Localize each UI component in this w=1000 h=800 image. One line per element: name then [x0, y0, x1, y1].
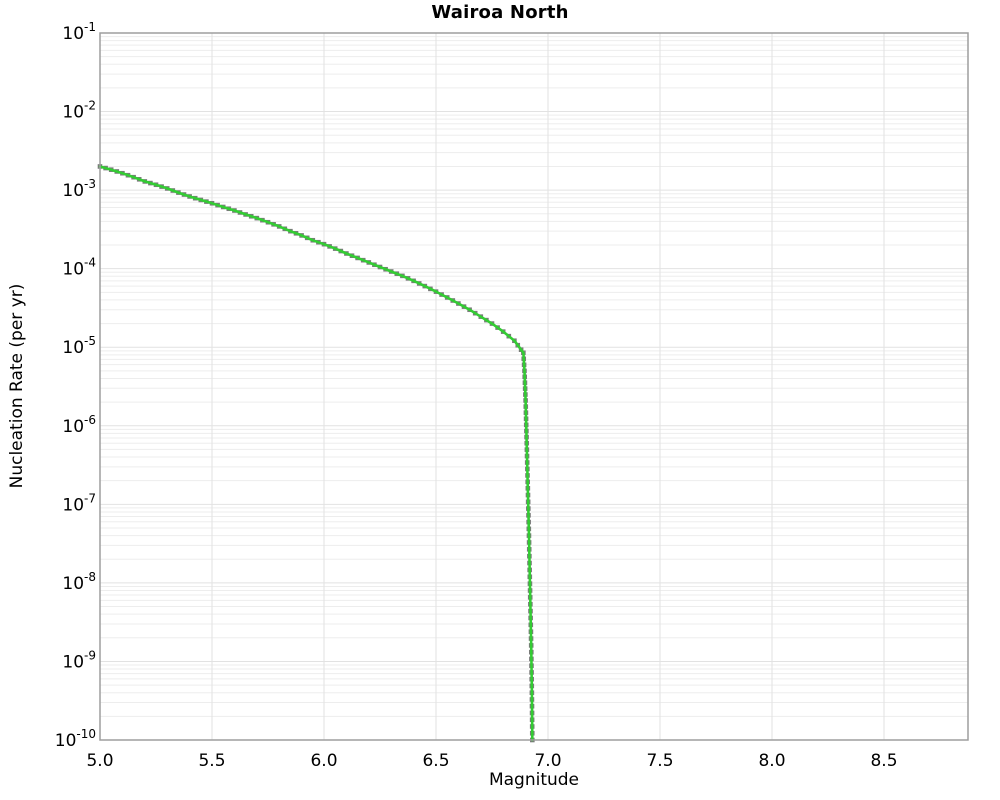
y-tick-label: 10-9 — [62, 648, 96, 672]
chart-title: Wairoa North — [431, 2, 569, 23]
grid-minor — [100, 36, 968, 717]
x-tick-label: 5.5 — [198, 751, 225, 771]
grid-major — [100, 33, 968, 740]
y-tick-label: 10-4 — [62, 256, 96, 280]
x-tick-label: 8.0 — [758, 751, 785, 771]
x-tick-label: 7.0 — [534, 751, 561, 771]
x-tick-label: 6.0 — [310, 751, 337, 771]
y-tick-label: 10-5 — [62, 334, 96, 358]
y-tick-label: 10-7 — [62, 491, 96, 515]
y-tick-label: 10-10 — [55, 727, 96, 751]
x-tick-labels: 5.0 5.5 6.0 6.5 7.0 7.5 8.0 8.5 — [86, 751, 897, 771]
x-tick-label: 6.5 — [422, 751, 449, 771]
plot-border — [99, 32, 969, 741]
y-tick-label: 10-8 — [62, 570, 96, 594]
x-axis-label: Magnitude — [488, 770, 580, 790]
y-tick-label: 10-1 — [62, 20, 96, 44]
series-line — [98, 165, 534, 742]
x-tick-label: 7.5 — [646, 751, 673, 771]
y-tick-label: 10-6 — [62, 413, 96, 437]
y-tick-labels: 10-1 10-2 10-3 10-4 10-5 10-6 10-7 10-8 10-9 10-1… — [55, 20, 96, 751]
x-tick-label: 8.5 — [870, 751, 897, 771]
x-tick-label: 5.0 — [86, 751, 113, 771]
y-tick-label: 10-3 — [62, 177, 96, 201]
series-markers — [97, 164, 535, 743]
y-tick-label: 10-2 — [62, 99, 96, 123]
